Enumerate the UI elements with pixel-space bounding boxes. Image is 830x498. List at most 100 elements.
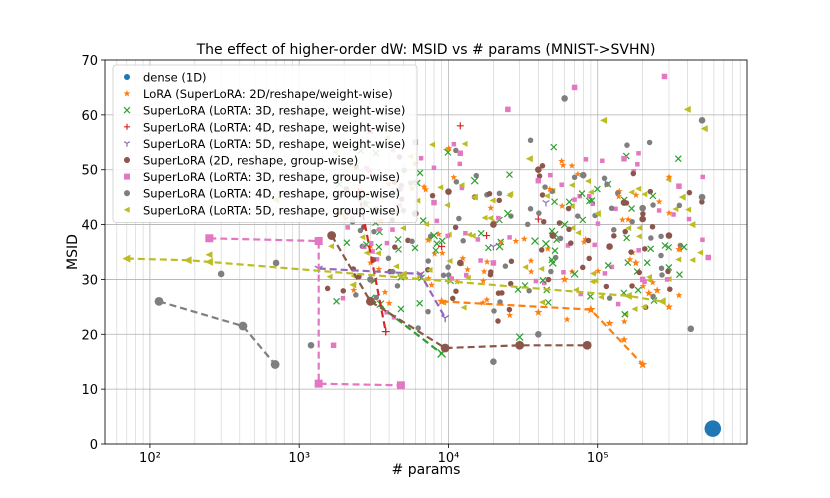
cloud-point bbox=[636, 224, 643, 231]
data-point bbox=[490, 221, 497, 228]
cloud-point bbox=[676, 202, 683, 209]
cloud-point bbox=[533, 278, 539, 284]
data-point bbox=[704, 420, 722, 437]
cloud-point bbox=[658, 252, 664, 259]
cloud-point bbox=[542, 184, 548, 190]
data-point bbox=[490, 358, 497, 366]
cloud-point bbox=[452, 224, 459, 231]
cloud-point bbox=[585, 178, 592, 185]
cloud-point bbox=[499, 290, 505, 296]
data-point bbox=[621, 155, 627, 162]
legend-label: SuperLoRA (LoRTA: 4D, reshape, weight-wi… bbox=[143, 120, 405, 134]
cloud-point bbox=[385, 255, 392, 262]
y-tick-label: 60 bbox=[81, 109, 98, 124]
cloud-point bbox=[546, 185, 554, 193]
cloud-point bbox=[375, 243, 383, 251]
cloud-point bbox=[460, 304, 467, 311]
cloud-point bbox=[527, 206, 534, 212]
cloud-point bbox=[665, 243, 673, 251]
cloud-point bbox=[628, 249, 634, 255]
cloud-point bbox=[620, 318, 628, 325]
data-point bbox=[525, 155, 533, 163]
cloud-point bbox=[478, 258, 483, 263]
cloud-point bbox=[563, 315, 571, 323]
ticks: 10² 10³ 10⁴ 10⁵ 0 10 20 30 40 50 60 70 bbox=[81, 54, 608, 466]
data-point bbox=[653, 286, 662, 294]
cloud-point bbox=[590, 201, 595, 207]
cloud-point bbox=[622, 228, 628, 235]
cloud-point bbox=[425, 274, 432, 282]
cloud-point bbox=[539, 276, 547, 284]
cloud-point bbox=[428, 141, 435, 148]
data-point bbox=[542, 239, 550, 248]
cloud-point bbox=[587, 189, 594, 196]
data-point bbox=[638, 360, 647, 368]
cloud-point bbox=[602, 271, 608, 276]
cloud-point bbox=[640, 303, 647, 310]
data-point bbox=[437, 297, 446, 305]
series-5 bbox=[327, 166, 673, 353]
cloud-point bbox=[642, 246, 648, 252]
cloud-point bbox=[649, 278, 657, 286]
cloud-point bbox=[603, 283, 610, 290]
data-point bbox=[438, 243, 446, 251]
cloud-point bbox=[445, 144, 453, 152]
cloud-point bbox=[520, 235, 528, 242]
cloud-point bbox=[543, 193, 550, 200]
cloud-point bbox=[350, 286, 358, 294]
cloud-point bbox=[343, 239, 351, 247]
cloud-point bbox=[428, 281, 435, 288]
data-point bbox=[272, 259, 280, 267]
data-point bbox=[687, 325, 695, 333]
cloud-point bbox=[586, 292, 594, 300]
cloud-point bbox=[359, 234, 366, 241]
data-point bbox=[307, 341, 315, 349]
cloud-point bbox=[586, 255, 592, 262]
cloud-point bbox=[538, 247, 545, 253]
cloud-point bbox=[611, 233, 617, 239]
cloud-point bbox=[450, 173, 458, 181]
cloud-point bbox=[585, 237, 592, 244]
data-point bbox=[549, 232, 557, 239]
cloud-point bbox=[586, 193, 592, 199]
cloud-point bbox=[697, 249, 704, 256]
legend-marker bbox=[123, 106, 131, 114]
cloud-point bbox=[357, 227, 364, 234]
cloud-point bbox=[363, 249, 370, 256]
cloud-point bbox=[665, 173, 673, 180]
data-point bbox=[515, 333, 524, 341]
cloud-point bbox=[686, 189, 693, 196]
cloud-point bbox=[568, 182, 575, 189]
cloud-point bbox=[487, 271, 494, 278]
cloud-point bbox=[522, 264, 529, 271]
y-tick-label: 10 bbox=[81, 383, 98, 398]
cloud-point bbox=[650, 202, 656, 208]
data-point bbox=[470, 193, 478, 201]
cloud-point bbox=[435, 230, 443, 238]
cloud-point bbox=[431, 250, 439, 257]
data-point bbox=[534, 308, 543, 316]
cloud-point bbox=[327, 243, 334, 250]
cloud-point bbox=[635, 162, 640, 167]
cloud-point bbox=[409, 238, 415, 245]
cloud-point bbox=[659, 272, 665, 278]
cloud-point bbox=[340, 288, 347, 294]
legend-marker bbox=[123, 90, 131, 97]
cloud-point bbox=[475, 237, 481, 242]
cloud-point bbox=[647, 245, 655, 253]
cloud-point bbox=[544, 299, 552, 306]
cloud-point bbox=[646, 139, 653, 146]
cloud-point bbox=[565, 205, 572, 212]
cloud-point bbox=[381, 288, 389, 296]
cloud-point bbox=[593, 185, 601, 193]
series-6 bbox=[205, 73, 711, 390]
cloud-point bbox=[636, 269, 643, 276]
cloud-point bbox=[438, 249, 446, 256]
cloud-point bbox=[345, 225, 350, 230]
legend-label: SuperLoRA (LoRTA: 3D, reshape, group-wis… bbox=[143, 170, 400, 184]
y-tick-label: 0 bbox=[90, 438, 98, 453]
cloud-point bbox=[469, 232, 476, 239]
cloud-point bbox=[625, 225, 632, 232]
cloud-point bbox=[353, 292, 359, 298]
cloud-point bbox=[655, 198, 663, 205]
